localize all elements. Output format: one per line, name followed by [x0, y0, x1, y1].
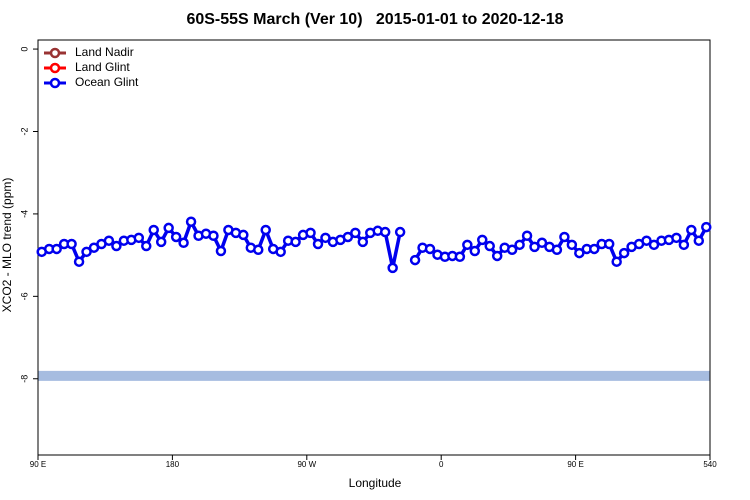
data-point — [701, 221, 712, 233]
data-point — [275, 246, 286, 258]
data-point — [462, 239, 473, 251]
y-tick-label: 0 — [19, 47, 29, 52]
data-point — [111, 240, 122, 252]
data-point — [454, 251, 466, 263]
data-point — [477, 234, 488, 246]
legend-label: Ocean Glint — [75, 75, 139, 89]
data-point — [409, 254, 421, 266]
data-point — [424, 243, 436, 255]
x-tick-label: 540 — [703, 460, 717, 469]
data-point — [589, 243, 600, 255]
legend-marker — [49, 47, 61, 59]
data-point — [155, 236, 167, 248]
data-point — [163, 222, 174, 234]
data-point — [506, 244, 518, 256]
data-point — [603, 238, 615, 250]
legend-marker — [49, 77, 61, 89]
legend-label: Land Glint — [75, 60, 130, 74]
data-point — [514, 239, 525, 251]
y-tick-label: -2 — [19, 127, 29, 135]
data-point — [648, 239, 660, 251]
x-tick-label: 90 W — [297, 460, 316, 469]
data-point — [260, 224, 271, 236]
data-point — [81, 246, 92, 258]
data-point — [178, 237, 189, 249]
x-axis-label: Longitude — [349, 476, 402, 490]
data-point — [469, 245, 481, 257]
data-point — [611, 256, 622, 267]
y-tick-label: -8 — [19, 375, 29, 383]
x-tick-label: 90 E — [30, 460, 46, 469]
y-axis-label: XCO2 - MLO trend (ppm) — [0, 178, 14, 313]
data-point — [693, 235, 705, 246]
data-point — [290, 236, 301, 248]
data-point — [536, 237, 548, 249]
data-point — [66, 238, 77, 250]
data-point — [387, 262, 398, 274]
data-point — [574, 247, 585, 259]
data-point — [529, 241, 540, 253]
data-point — [671, 232, 682, 244]
data-point — [148, 224, 159, 236]
data-point — [618, 247, 630, 259]
data-point — [320, 232, 331, 244]
data-point — [521, 230, 533, 242]
data-point — [253, 244, 264, 256]
data-point — [141, 240, 152, 252]
data-point — [312, 238, 324, 250]
data-point — [551, 244, 563, 256]
y-tick-label: -6 — [19, 292, 29, 300]
data-point — [357, 236, 369, 248]
legend-label: Land Nadir — [75, 45, 134, 59]
x-tick-label: 90 E — [567, 460, 583, 469]
x-tick-label: 0 — [439, 460, 444, 469]
data-point — [686, 224, 697, 236]
data-point — [133, 232, 145, 244]
data-point — [379, 226, 391, 238]
data-point — [559, 231, 570, 243]
y-tick-label: -4 — [19, 210, 29, 218]
data-point — [394, 226, 406, 238]
data-point — [238, 229, 249, 241]
plot-frame — [37, 39, 711, 456]
data-point — [641, 235, 652, 246]
x-tick-label: 180 — [166, 460, 180, 469]
data-point — [208, 230, 219, 242]
data-point — [73, 256, 85, 267]
data-point — [215, 245, 227, 257]
data-point — [342, 231, 354, 243]
data-point — [170, 231, 182, 243]
data-point — [491, 250, 503, 262]
data-point — [305, 227, 316, 239]
chart-title: 60S-55S March (Ver 10) 2015-01-01 to 202… — [186, 11, 563, 28]
data-point — [484, 240, 495, 252]
legend-marker — [49, 62, 61, 74]
data-point — [350, 227, 361, 239]
data-point — [103, 235, 115, 246]
data-point — [51, 243, 62, 255]
data-point — [185, 216, 197, 227]
data-point — [566, 239, 578, 251]
data-point — [678, 239, 690, 251]
